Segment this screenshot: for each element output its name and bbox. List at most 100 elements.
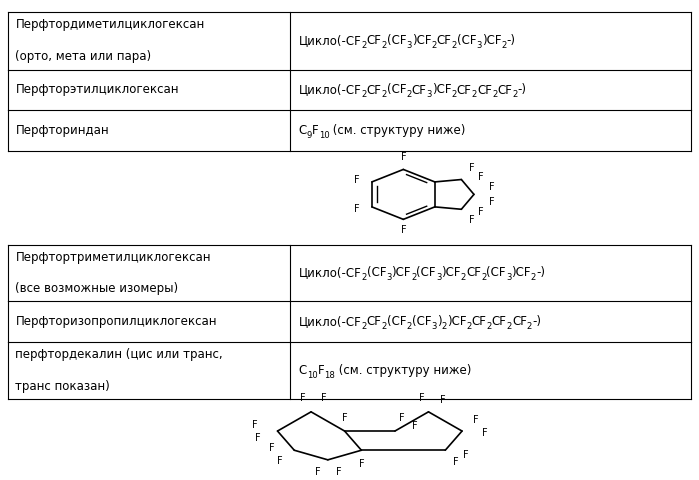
Text: C: C	[298, 364, 307, 377]
Text: 2: 2	[431, 41, 437, 50]
Text: 2: 2	[481, 273, 487, 282]
Text: F: F	[478, 172, 484, 181]
Text: CF: CF	[498, 84, 512, 96]
Text: (CF: (CF	[387, 315, 406, 328]
Text: )CF: )CF	[482, 34, 501, 48]
Text: F: F	[412, 421, 417, 431]
Text: 3: 3	[426, 90, 432, 99]
Text: CF: CF	[491, 315, 507, 328]
Text: )CF: )CF	[412, 34, 431, 48]
Text: F: F	[321, 394, 326, 403]
Text: )CF: )CF	[391, 266, 411, 279]
Text: 10: 10	[319, 131, 329, 140]
Text: F: F	[419, 394, 424, 403]
Text: (все возможные изомеры): (все возможные изомеры)	[15, 282, 178, 295]
Text: F: F	[255, 433, 261, 443]
Text: 3: 3	[406, 41, 412, 50]
Text: CF: CF	[512, 315, 527, 328]
Text: (CF: (CF	[457, 34, 476, 48]
Text: CF: CF	[471, 315, 487, 328]
Text: 2: 2	[411, 273, 417, 282]
Text: 3: 3	[431, 322, 437, 331]
Text: -): -)	[536, 266, 545, 279]
Text: Перфториндан: Перфториндан	[15, 124, 109, 137]
Text: 2: 2	[382, 322, 387, 331]
Text: 2: 2	[452, 90, 457, 99]
Text: F: F	[354, 204, 359, 214]
Text: (CF: (CF	[412, 315, 431, 328]
Text: 2: 2	[382, 90, 387, 99]
Text: 2: 2	[441, 322, 447, 331]
Text: 2: 2	[361, 41, 366, 50]
Text: F: F	[440, 395, 445, 405]
Text: F: F	[482, 429, 487, 438]
Text: )CF: )CF	[447, 315, 466, 328]
Text: 2: 2	[527, 322, 532, 331]
Text: ): )	[437, 315, 441, 328]
Text: F: F	[469, 164, 475, 173]
Text: F: F	[473, 416, 479, 425]
Text: CF: CF	[366, 315, 382, 328]
Text: 2: 2	[406, 90, 412, 99]
Text: (см. структуру ниже): (см. структуру ниже)	[329, 124, 466, 137]
Text: (см. структуру ниже): (см. структуру ниже)	[335, 364, 471, 377]
Text: 2: 2	[361, 90, 366, 99]
Text: Цикло(-CF: Цикло(-CF	[298, 34, 361, 48]
Text: (CF: (CF	[387, 34, 406, 48]
Text: F: F	[359, 459, 364, 468]
Text: CF: CF	[366, 84, 382, 96]
Text: CF: CF	[457, 84, 472, 96]
Text: 3: 3	[506, 273, 511, 282]
Text: -): -)	[507, 34, 516, 48]
Text: Перфторизопропилциклогексан: Перфторизопропилциклогексан	[15, 315, 217, 328]
Text: 2: 2	[512, 90, 517, 99]
Text: F: F	[278, 456, 283, 466]
Text: перфтордекалин (цис или транс,: перфтордекалин (цис или транс,	[15, 348, 223, 361]
Text: CF: CF	[366, 34, 382, 48]
Text: F: F	[463, 450, 469, 460]
Text: Перфтортриметилциклогексан: Перфтортриметилциклогексан	[15, 251, 211, 264]
Text: Перфторэтилциклогексан: Перфторэтилциклогексан	[15, 84, 179, 96]
Text: F: F	[354, 175, 359, 184]
Text: 18: 18	[324, 371, 335, 380]
Text: -): -)	[532, 315, 541, 328]
Text: 3: 3	[476, 41, 482, 50]
Text: 2: 2	[406, 322, 412, 331]
Text: 2: 2	[487, 322, 491, 331]
Text: CF: CF	[437, 34, 452, 48]
Text: F: F	[315, 468, 320, 477]
Text: (CF: (CF	[487, 266, 506, 279]
Text: 2: 2	[361, 273, 366, 282]
Text: 2: 2	[531, 273, 536, 282]
Text: F: F	[401, 153, 406, 162]
Text: C: C	[298, 124, 307, 137]
Text: Цикло(-CF: Цикло(-CF	[298, 84, 361, 96]
Text: F: F	[252, 420, 258, 430]
Text: F: F	[469, 216, 475, 225]
Text: -): -)	[517, 84, 526, 96]
Text: транс показан): транс показан)	[15, 380, 110, 393]
Text: (орто, мета или пара): (орто, мета или пара)	[15, 50, 152, 63]
Text: F: F	[300, 394, 305, 403]
Text: 2: 2	[452, 41, 457, 50]
Text: 10: 10	[307, 371, 317, 380]
Text: )CF: )CF	[441, 266, 461, 279]
Text: F: F	[478, 207, 484, 217]
Text: F: F	[312, 124, 319, 137]
Text: F: F	[336, 468, 341, 477]
Text: F: F	[489, 197, 495, 207]
Text: 2: 2	[501, 41, 507, 50]
Text: CF: CF	[412, 84, 426, 96]
Text: 3: 3	[436, 273, 441, 282]
Text: F: F	[269, 443, 275, 453]
Text: 2: 2	[472, 90, 477, 99]
Text: CF: CF	[477, 84, 492, 96]
Text: F: F	[453, 457, 459, 467]
Text: )CF: )CF	[511, 266, 531, 279]
Text: Перфтордиметилциклогексан: Перфтордиметилциклогексан	[15, 18, 205, 31]
Text: 2: 2	[361, 322, 366, 331]
Text: 2: 2	[466, 322, 471, 331]
Text: F: F	[399, 413, 405, 422]
Text: F: F	[401, 225, 406, 235]
Text: 9: 9	[307, 131, 312, 140]
